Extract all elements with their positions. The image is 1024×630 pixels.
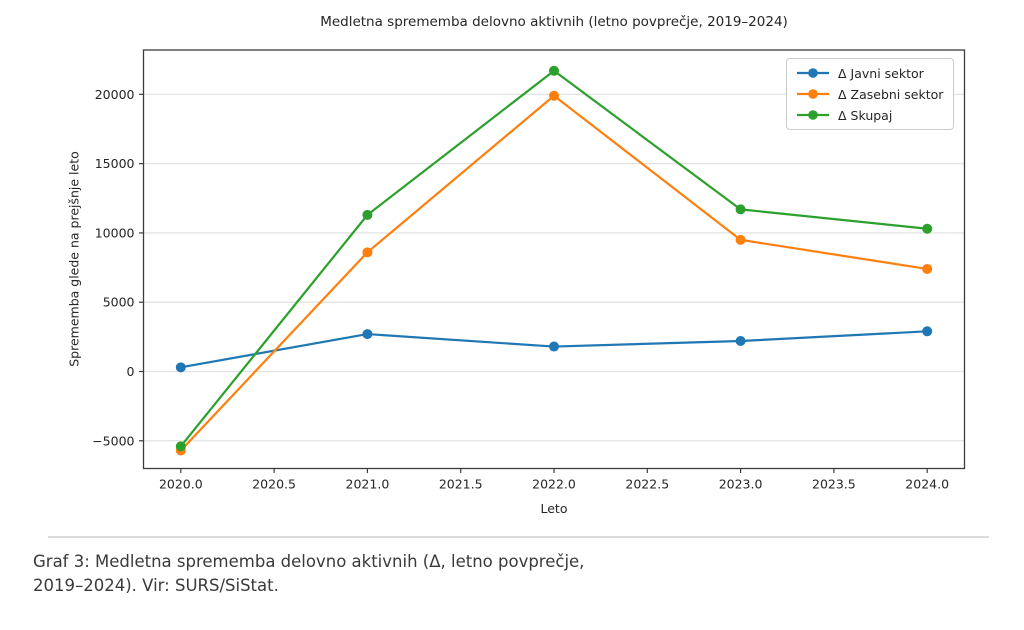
data-point-marker <box>549 65 559 76</box>
data-point-marker <box>362 329 373 340</box>
y-tick-label: 0 <box>127 364 135 379</box>
legend-item: Δ Javni sektor <box>795 64 944 82</box>
legend-item: Δ Skupaj <box>795 106 944 124</box>
series-line <box>180 94 928 452</box>
x-tick-label: 2021.5 <box>439 477 483 492</box>
data-point-marker <box>549 341 559 352</box>
legend-label: Δ Javni sektor <box>838 65 924 81</box>
y-tick-label: −5000 <box>92 433 134 448</box>
chart-title: Medletna sprememba delovno aktivnih (let… <box>320 14 788 30</box>
data-point-marker <box>362 209 373 220</box>
chart-figure: Medletna sprememba delovno aktivnih (let… <box>67 14 966 516</box>
x-tick-label: 2024.0 <box>905 477 949 492</box>
data-point-marker <box>735 336 746 347</box>
legend-item: Δ Zasebni sektor <box>795 85 944 103</box>
x-tick-label: 2022.5 <box>625 477 669 492</box>
x-axis-label: Leto <box>540 501 568 516</box>
caption-line-1: Graf 3: Medletna sprememba delovno aktiv… <box>33 552 585 571</box>
plot-area: 2020.0 2020.5 2021.0 2021.5 2022.0 2022.5 2023… <box>92 49 966 492</box>
legend-line-marker-icon <box>797 89 829 99</box>
data-point-marker <box>175 362 186 373</box>
data-point-marker <box>549 90 559 101</box>
y-tick-label: 5000 <box>103 295 135 310</box>
data-point-marker <box>922 223 933 234</box>
y-tick-label: 20000 <box>95 87 135 102</box>
caption-divider <box>48 536 989 538</box>
legend-line-marker-icon <box>797 68 829 78</box>
x-tick-label: 2023.5 <box>812 477 856 492</box>
legend: Δ Javni sektor Δ Zasebni sektor Δ Skupaj <box>786 58 954 130</box>
data-point-marker <box>922 263 933 274</box>
caption-line-2: 2019–2024). Vir: SURS/SiStat. <box>33 576 279 595</box>
data-point-marker <box>735 204 746 215</box>
data-point-marker <box>175 441 186 452</box>
legend-label: Δ Skupaj <box>838 107 893 123</box>
x-tick-label: 2023.0 <box>719 477 763 492</box>
y-tick-label: 10000 <box>95 225 135 240</box>
data-point-marker <box>735 234 746 245</box>
data-point-marker <box>922 326 933 337</box>
legend-line-marker-icon <box>797 110 829 120</box>
x-tick-label: 2021.0 <box>346 477 390 492</box>
x-tick-label: 2020.5 <box>252 477 296 492</box>
x-tick-label: 2022.0 <box>532 477 576 492</box>
data-point-marker <box>362 247 373 258</box>
x-tick-label: 2020.0 <box>159 477 203 492</box>
legend-label: Δ Zasebni sektor <box>838 86 944 102</box>
y-tick-label: 15000 <box>95 156 135 171</box>
figure-caption: Graf 3: Medletna sprememba delovno aktiv… <box>33 550 584 598</box>
